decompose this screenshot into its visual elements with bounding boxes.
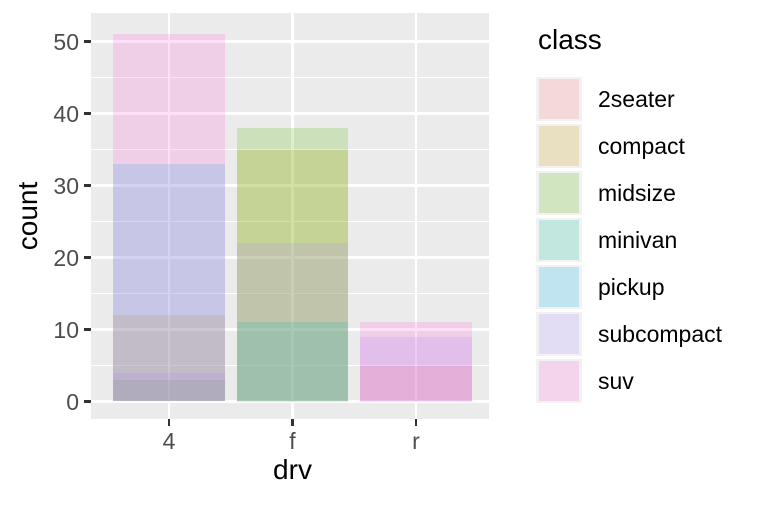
gridline-minor-y	[91, 364, 489, 367]
legend-key-midsize	[536, 171, 582, 215]
legend-title: class	[538, 24, 602, 55]
legend-key-minivan	[536, 218, 582, 262]
y-tick-mark	[84, 184, 91, 187]
legend-key-2seater	[536, 77, 582, 121]
legend-key-compact	[536, 124, 582, 168]
legend-key-suv	[536, 359, 582, 403]
plot-panel	[91, 13, 489, 419]
x-tick-label: 4	[162, 428, 176, 454]
legend-swatch-suv	[539, 361, 579, 401]
bar-minivan-f	[236, 322, 349, 402]
y-tick-mark	[84, 256, 91, 259]
legend-label-pickup: pickup	[598, 273, 665, 300]
bar-subcompact-4	[113, 372, 225, 402]
legend-item-midsize: midsize	[536, 171, 722, 215]
legend-swatch-pickup	[539, 267, 579, 307]
x-axis-title: drv	[273, 454, 312, 485]
x-tick-mark	[414, 419, 418, 426]
bar-pickup-4	[113, 163, 225, 402]
legend-items: 2seater compact midsize minivan pickup subcom…	[536, 77, 722, 403]
gridline-major-x	[414, 13, 418, 419]
legend-item-suv: suv	[536, 359, 722, 403]
legend-label-2seater: 2seater	[598, 85, 675, 112]
legend-swatch-midsize	[539, 173, 579, 213]
legend-swatch-minivan	[539, 220, 579, 260]
y-tick-mark	[84, 328, 91, 331]
bar-midsize-4	[113, 379, 225, 402]
legend-swatch-2seater	[539, 79, 579, 119]
legend-label-minivan: minivan	[598, 226, 678, 253]
bar-subcompact-f	[236, 243, 349, 402]
gridline-major-y	[91, 184, 489, 187]
x-tick-mark	[167, 419, 171, 426]
legend-item-subcompact: subcompact	[536, 312, 722, 356]
legend-label-midsize: midsize	[598, 179, 676, 206]
legend-key-pickup	[536, 265, 582, 309]
y-tick-label: 10	[53, 316, 79, 343]
gridline-major-y	[91, 328, 489, 331]
legend-label-compact: compact	[598, 132, 685, 159]
y-tick-label: 40	[53, 100, 79, 127]
x-tick-label: r	[412, 428, 420, 454]
gridline-minor-y	[91, 76, 489, 79]
legend-item-2seater: 2seater	[536, 77, 722, 121]
bar-subcompact-r	[360, 336, 472, 402]
y-tick-label: 20	[53, 244, 79, 271]
legend: class 2seater compact midsize minivan pickup…	[536, 24, 722, 406]
bar-suv-4	[113, 34, 225, 402]
gridline-major-y	[91, 40, 489, 43]
legend-label-suv: suv	[598, 367, 634, 394]
y-tick-label: 50	[53, 28, 79, 55]
y-tick-mark	[84, 40, 91, 43]
legend-swatch-subcompact	[539, 314, 579, 354]
legend-key-subcompact	[536, 312, 582, 356]
bar-compact-f	[236, 149, 349, 402]
legend-swatch-compact	[539, 126, 579, 166]
bar-midsize-f	[236, 127, 349, 402]
gridline-minor-y	[91, 292, 489, 295]
gridline-major-y	[91, 400, 489, 403]
gridline-minor-y	[91, 220, 489, 223]
x-tick-mark	[291, 419, 294, 426]
bar-2seater-r	[360, 365, 472, 402]
gridline-major-y	[91, 112, 489, 115]
gridline-major-x	[167, 13, 171, 419]
bar-suv-r	[360, 322, 472, 402]
legend-item-minivan: minivan	[536, 218, 722, 262]
legend-label-subcompact: subcompact	[598, 320, 723, 347]
gridline-major-y	[91, 256, 489, 259]
bar-compact-4	[113, 315, 225, 402]
y-tick-mark	[84, 112, 91, 115]
gridline-minor-y	[91, 148, 489, 151]
y-axis-title: count	[12, 181, 43, 251]
x-tick-label: f	[289, 428, 296, 454]
legend-item-pickup: pickup	[536, 265, 722, 309]
y-tick-mark	[84, 400, 91, 403]
y-tick-label: 0	[66, 388, 79, 415]
gridline-major-x	[291, 13, 294, 419]
legend-item-compact: compact	[536, 124, 722, 168]
y-tick-label: 30	[53, 172, 79, 199]
